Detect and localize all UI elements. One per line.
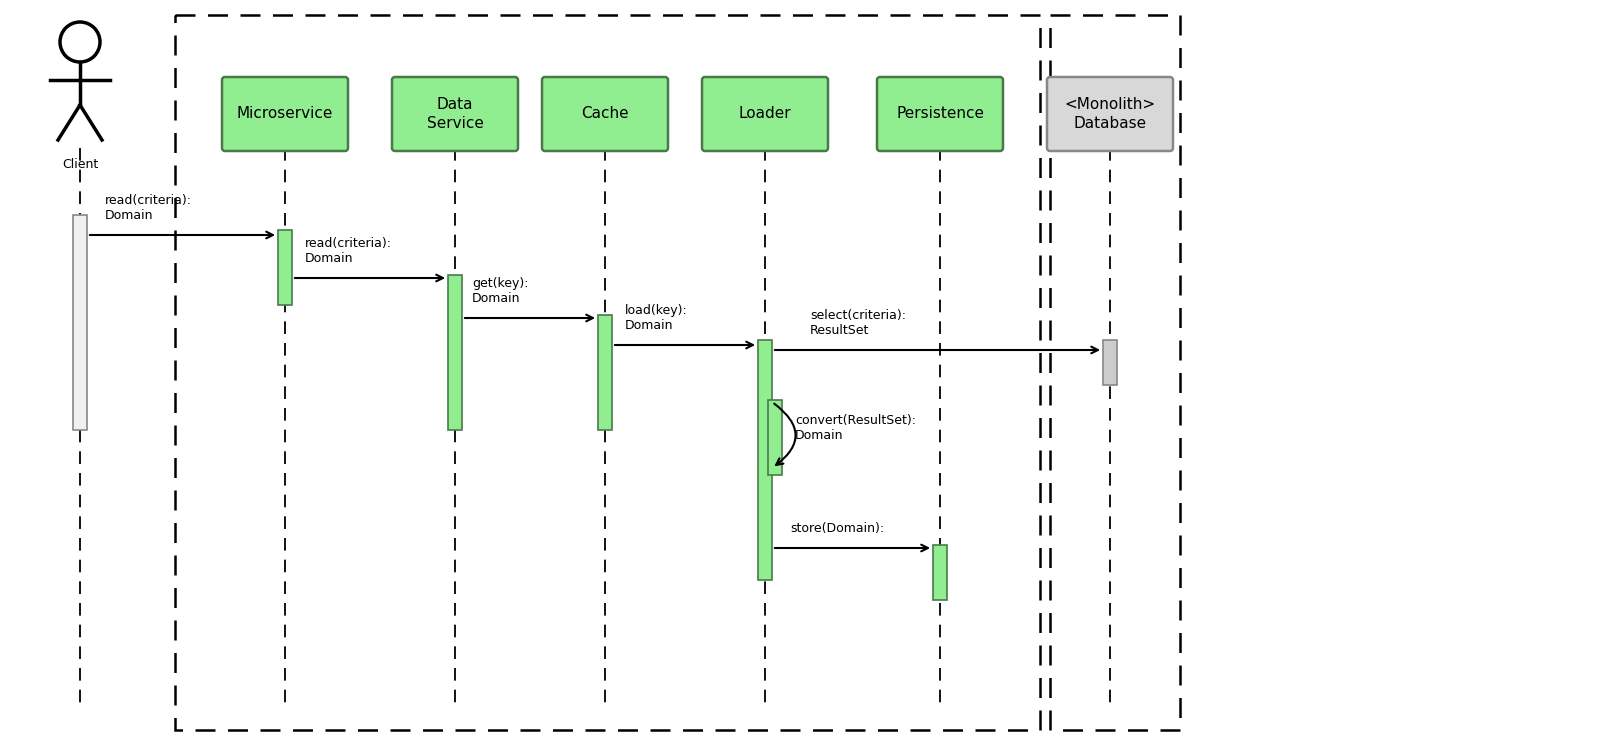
FancyBboxPatch shape [877, 77, 1003, 151]
FancyBboxPatch shape [542, 77, 669, 151]
Text: Loader: Loader [739, 107, 792, 122]
Bar [174, 15, 1040, 730]
Bar [448, 275, 462, 430]
Text: Client: Client [62, 158, 98, 171]
Text: read(criteria):
Domain: read(criteria): Domain [306, 237, 392, 265]
Text: Microservice: Microservice [237, 107, 333, 122]
Bar [933, 545, 947, 600]
Bar [74, 215, 86, 430]
Text: Persistence: Persistence [896, 107, 984, 122]
FancyBboxPatch shape [1046, 77, 1173, 151]
Bar [278, 230, 291, 305]
FancyBboxPatch shape [222, 77, 349, 151]
FancyBboxPatch shape [392, 77, 518, 151]
Text: Data
Service: Data Service [427, 97, 483, 131]
Text: store(Domain):: store(Domain): [790, 522, 885, 535]
FancyBboxPatch shape [702, 77, 829, 151]
Text: convert(ResultSet):
Domain: convert(ResultSet): Domain [795, 414, 915, 442]
Bar [598, 315, 611, 430]
Text: select(criteria):
ResultSet: select(criteria): ResultSet [810, 309, 906, 337]
Text: get(key):
Domain: get(key): Domain [472, 277, 528, 305]
Text: Cache: Cache [581, 107, 629, 122]
Text: <Monolith>
Database: <Monolith> Database [1064, 97, 1155, 131]
Bar [1102, 340, 1117, 385]
Bar [1050, 15, 1181, 730]
Text: read(criteria):
Domain: read(criteria): Domain [106, 194, 192, 222]
Bar [768, 400, 782, 475]
Text: load(key):
Domain: load(key): Domain [626, 304, 688, 332]
Bar [758, 340, 771, 580]
